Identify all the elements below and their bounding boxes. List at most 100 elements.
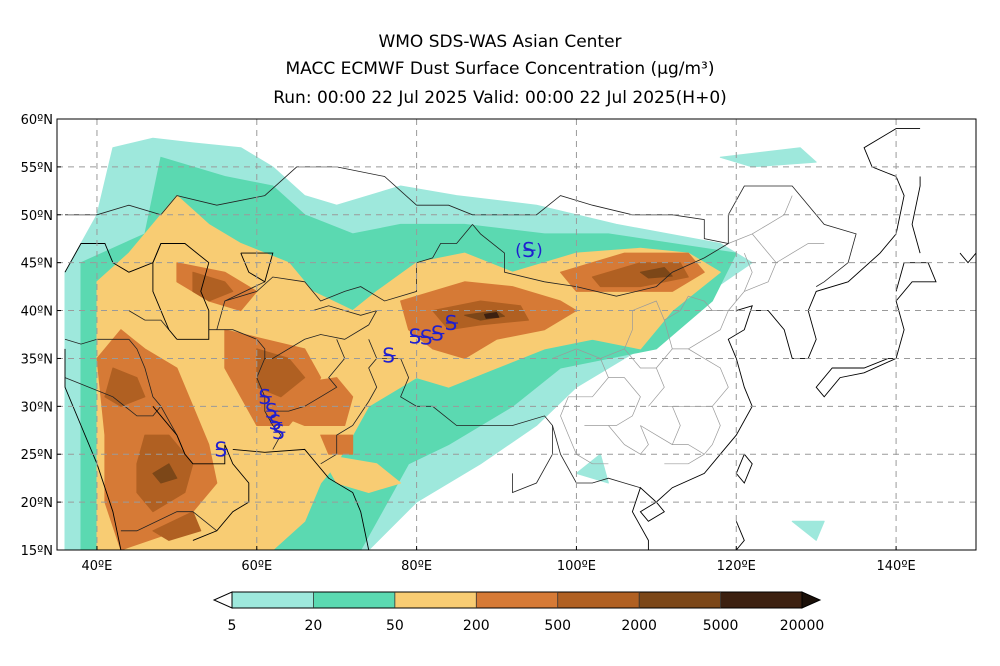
country-boundary — [376, 357, 553, 494]
province-boundary — [743, 252, 753, 292]
dust-storm-symbol: S — [409, 324, 423, 348]
colorbar-swatch — [557, 592, 640, 608]
lon-tick-label: 120ºE — [717, 559, 756, 574]
lat-tick-label: 45ºN — [21, 257, 53, 272]
dust-storm-symbol: S — [431, 322, 445, 346]
dust-level-1-region — [575, 453, 609, 484]
colorbar-swatch — [394, 592, 477, 608]
dust-level-7-region — [484, 312, 500, 319]
colorbar-swatch — [232, 592, 314, 608]
country-boundary — [216, 281, 265, 330]
province-boundary — [624, 300, 673, 350]
colorbar: 5 20 50 200 500 2000 5000 20000 — [212, 591, 825, 634]
colorbar-swatch — [720, 592, 802, 608]
colorbar-under-arrow — [212, 591, 233, 609]
coastline — [240, 252, 274, 283]
coastline — [911, 176, 921, 254]
country-boundary — [224, 262, 418, 302]
coastline — [64, 348, 122, 550]
colorbar-label: 20000 — [780, 618, 825, 634]
lon-tick-label: 100ºE — [557, 559, 596, 574]
dust-level-5-region — [256, 348, 306, 398]
dust-storm-symbol: S — [272, 420, 286, 444]
country-boundary — [65, 166, 857, 287]
province-boundary — [600, 348, 665, 407]
lon-tick-label: 40ºE — [82, 559, 113, 574]
country-boundary — [120, 511, 218, 532]
country-boundary — [208, 305, 378, 359]
province-boundary — [704, 406, 721, 455]
dust-level-6-region — [152, 463, 178, 484]
province-boundary — [751, 233, 777, 263]
country-boundary — [320, 339, 378, 465]
country-boundary — [416, 224, 473, 264]
country-boundary — [128, 310, 170, 330]
colorbar-swatch — [639, 592, 721, 608]
dust-level-1-region — [791, 520, 825, 541]
map-frame — [56, 118, 977, 551]
province-boundary — [584, 377, 641, 426]
run-valid-time: Run: 00:00 22 Jul 2025 Valid: 00:00 22 J… — [273, 88, 727, 108]
lon-tick-label: 60ºE — [241, 559, 272, 574]
province-boundary — [560, 396, 609, 465]
country-boundary — [552, 425, 641, 489]
province-boundary — [728, 195, 793, 244]
coastline — [735, 521, 745, 550]
coastline — [959, 252, 976, 264]
colorbar-label: 50 — [386, 618, 404, 634]
dust-storm-symbol: S — [269, 411, 283, 435]
colorbar-label: 500 — [544, 618, 571, 634]
colorbar-label: 2000 — [621, 618, 657, 634]
dust-concentration-layer — [64, 137, 825, 550]
lat-tick-label: 15ºN — [21, 544, 53, 559]
coastline — [152, 406, 250, 541]
coastline — [631, 305, 753, 550]
coastline — [232, 448, 370, 550]
dust-level-6-region — [639, 267, 673, 279]
country-boundary — [272, 339, 346, 412]
dust-level-1-region — [719, 147, 817, 168]
colorbar-label: 20 — [305, 618, 323, 634]
lat-tick-label: 40ºN — [21, 305, 53, 320]
lon-tick-label: 140ºE — [877, 559, 916, 574]
dust-level-5-region — [192, 271, 234, 302]
dust-storm-symbol: S — [420, 325, 434, 349]
colorbar-swatch — [313, 592, 395, 608]
province-boundary — [640, 425, 705, 465]
dust-level-3-region — [96, 195, 721, 550]
colorbar-frame — [231, 591, 803, 609]
boundaries-layer — [64, 128, 976, 550]
lat-tick-label: 30ºN — [21, 400, 53, 415]
province-boundary — [664, 295, 729, 350]
dust-storm-symbol: S — [445, 311, 458, 335]
lat-tick-label: 60ºN — [21, 113, 53, 128]
dust-storm-symbol: S — [214, 437, 228, 461]
coastline — [752, 128, 921, 359]
dust-level-5-region — [152, 511, 202, 541]
lon-tick-label: 80ºE — [401, 559, 432, 574]
coastline — [735, 453, 753, 484]
lat-tick-label: 20ºN — [21, 496, 53, 511]
coastline — [152, 243, 210, 340]
dust-storm-symbol: S — [258, 385, 272, 409]
lat-tick-label: 50ºN — [21, 209, 53, 224]
dust-level-3-region — [320, 453, 402, 493]
lat-tick-label: 35ºN — [21, 352, 53, 367]
colorbar-over-arrow — [801, 591, 822, 609]
province-boundary — [552, 348, 609, 398]
colorbar-swatch — [476, 592, 558, 608]
dust-storm-bracket-left: ( — [515, 241, 522, 261]
dust-storm-bracket-right: ) — [536, 241, 543, 261]
lat-tick-label: 25ºN — [21, 448, 53, 463]
map-title: WMO SDS-WAS Asian Center — [378, 32, 622, 52]
map-subtitle: MACC ECMWF Dust Surface Concentration (μ… — [285, 59, 715, 79]
dust-storm-symbol: S — [265, 399, 279, 423]
colorbar-label: 5000 — [703, 618, 739, 634]
axis-labels: 60ºN 55ºN 50ºN 45ºN 40ºN 35ºN 30ºN 25ºN 20ºN 15ºN… — [21, 113, 916, 574]
colorbar-label: 200 — [463, 618, 490, 634]
coastline — [815, 262, 937, 398]
lat-tick-label: 55ºN — [21, 161, 53, 176]
dust-storm-symbol: S — [382, 344, 396, 368]
